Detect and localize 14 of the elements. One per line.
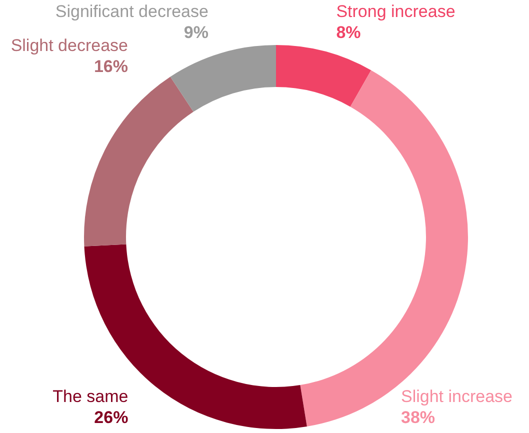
slice-label: Slight decrease <box>10 36 128 55</box>
slice-label: Significant decrease <box>55 2 208 21</box>
slice-label: Slight increase <box>401 387 513 406</box>
donut-slice <box>276 45 372 107</box>
data-label: 16% <box>94 56 128 76</box>
slice-label: Strong increase <box>336 2 456 21</box>
data-label: 8% <box>336 23 361 42</box>
data-label: 38% <box>401 408 436 427</box>
donut-slice <box>84 76 194 246</box>
slice-label: The same <box>52 387 128 406</box>
donut-slice <box>84 244 307 429</box>
donut-slice <box>170 45 276 112</box>
data-label: 9% <box>184 23 208 42</box>
data-label: 26% <box>94 408 128 427</box>
